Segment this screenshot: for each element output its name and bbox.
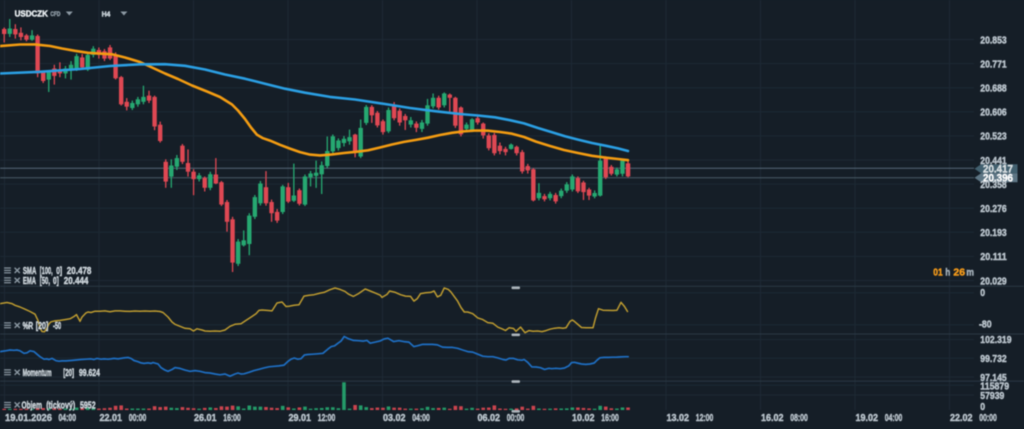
svg-text:20.276: 20.276 xyxy=(980,204,1007,215)
svg-text:12:00: 12:00 xyxy=(318,413,336,424)
svg-text:22.01: 22.01 xyxy=(100,413,123,424)
svg-text:[20]: [20] xyxy=(63,368,74,379)
svg-text:20.193: 20.193 xyxy=(980,228,1007,239)
svg-text:19.01.2026: 19.01.2026 xyxy=(5,413,52,424)
svg-text:00:00: 00:00 xyxy=(507,413,525,424)
svg-text:(tickový): (tickový) xyxy=(46,401,75,412)
svg-text:97.145: 97.145 xyxy=(980,373,1007,384)
svg-text:57939: 57939 xyxy=(980,391,1004,402)
svg-text:20.606: 20.606 xyxy=(980,108,1007,119)
svg-text:16:00: 16:00 xyxy=(601,413,619,424)
svg-text:115879: 115879 xyxy=(980,381,1009,392)
svg-text:20.688: 20.688 xyxy=(980,84,1007,95)
svg-text:0]: 0] xyxy=(56,266,62,277)
svg-text:[100,: [100, xyxy=(40,266,53,277)
svg-text:06.02: 06.02 xyxy=(478,413,501,424)
svg-text:08:00: 08:00 xyxy=(790,413,808,424)
svg-text:26.01: 26.01 xyxy=(194,413,217,424)
svg-text:29.01: 29.01 xyxy=(289,413,312,424)
svg-text:0: 0 xyxy=(980,402,985,413)
svg-text:00:00: 00:00 xyxy=(979,413,997,424)
svg-text:01: 01 xyxy=(933,268,943,279)
svg-text:16.02: 16.02 xyxy=(761,413,784,424)
svg-text:20.441: 20.441 xyxy=(980,156,1007,167)
svg-text:EMA: EMA xyxy=(23,276,36,287)
svg-text:Objem: Objem xyxy=(22,401,42,412)
svg-text:26: 26 xyxy=(953,268,965,279)
svg-text:%R: %R xyxy=(23,321,34,332)
svg-text:[50,: [50, xyxy=(40,276,50,287)
svg-text:20.029: 20.029 xyxy=(980,276,1007,287)
svg-text:12:00: 12:00 xyxy=(696,413,714,424)
svg-text:99.732: 99.732 xyxy=(980,354,1007,365)
svg-text:03.02: 03.02 xyxy=(383,413,406,424)
svg-text:20.444: 20.444 xyxy=(64,276,89,287)
svg-text:20.853: 20.853 xyxy=(980,35,1007,46)
svg-text:-50: -50 xyxy=(53,321,61,332)
svg-text:m: m xyxy=(966,268,974,279)
svg-text:20.358: 20.358 xyxy=(980,180,1007,191)
svg-text:Momentum: Momentum xyxy=(23,368,52,379)
svg-text:19.02: 19.02 xyxy=(856,413,879,424)
svg-text:SMA: SMA xyxy=(23,266,37,277)
svg-text:20.396: 20.396 xyxy=(983,173,1013,185)
svg-text:102.319: 102.319 xyxy=(980,335,1011,346)
svg-text:99.624: 99.624 xyxy=(79,368,100,379)
svg-text:20.478: 20.478 xyxy=(67,266,92,277)
svg-text:20.523: 20.523 xyxy=(980,132,1007,143)
svg-text:04:00: 04:00 xyxy=(59,413,77,424)
svg-text:04:00: 04:00 xyxy=(412,413,430,424)
svg-text:h: h xyxy=(945,268,950,279)
svg-text:10.02: 10.02 xyxy=(572,413,595,424)
svg-text:H4: H4 xyxy=(102,10,112,19)
svg-text:[20]: [20] xyxy=(36,321,49,332)
svg-text:20.771: 20.771 xyxy=(980,59,1007,70)
svg-text:20.417: 20.417 xyxy=(983,164,1013,176)
svg-text:CFD: CFD xyxy=(50,11,60,18)
svg-text:20.111: 20.111 xyxy=(980,252,1007,263)
svg-text:0: 0 xyxy=(980,288,985,299)
svg-text:04:00: 04:00 xyxy=(885,413,903,424)
svg-text:5952: 5952 xyxy=(80,401,96,412)
svg-text:16:00: 16:00 xyxy=(223,413,241,424)
svg-text:22.02: 22.02 xyxy=(950,413,973,424)
svg-text:-80: -80 xyxy=(979,320,992,331)
svg-text:13.02: 13.02 xyxy=(667,413,690,424)
svg-text:0]: 0] xyxy=(53,276,59,287)
svg-text:USDCZK: USDCZK xyxy=(15,8,49,18)
svg-text:00:00: 00:00 xyxy=(129,413,147,424)
